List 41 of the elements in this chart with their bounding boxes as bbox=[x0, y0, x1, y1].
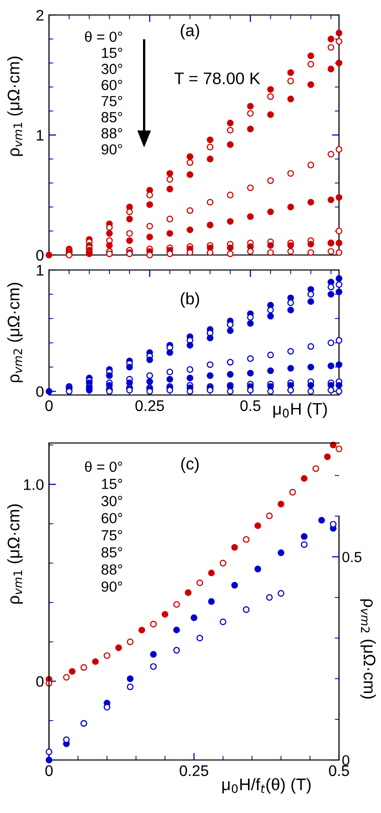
y-tick-label: 1.0 bbox=[24, 479, 44, 490]
y-tick-label: 2 bbox=[36, 10, 44, 21]
annotation: 30° bbox=[101, 496, 122, 506]
annotation: 85° bbox=[102, 547, 122, 558]
annotation: 60° bbox=[102, 80, 122, 90]
annotation: 88° bbox=[102, 564, 122, 575]
y-tick-label: 0 bbox=[36, 250, 44, 261]
annotation: 15° bbox=[102, 48, 122, 58]
x-tick-label: 0.5 bbox=[240, 400, 260, 412]
y-tick-label: 1 bbox=[36, 130, 44, 141]
annotation: 15° bbox=[102, 478, 122, 490]
annotation: 90° bbox=[102, 581, 122, 592]
y-tick-label: 0 bbox=[36, 386, 44, 398]
y-tick-label: 0 bbox=[36, 676, 44, 687]
x-tick-label: 0.5 bbox=[328, 765, 349, 776]
annotation: 85° bbox=[102, 112, 122, 122]
annotation: (c) bbox=[181, 457, 199, 473]
annotation: (b) bbox=[180, 292, 200, 308]
x-axis-title: μ$_{0}$H (T) bbox=[273, 402, 327, 418]
annotation: 75° bbox=[102, 96, 122, 106]
annotation: T = 78.00 K bbox=[174, 72, 260, 84]
annotation: θ = 0° bbox=[85, 31, 122, 42]
annotation: 90° bbox=[102, 144, 122, 155]
y-axis-title: ρ$_{vm2}$ (μΩ·cm) bbox=[7, 282, 23, 382]
y-axis-title: ρ$_{vm1}$ (μΩ·cm) bbox=[7, 56, 23, 156]
annotation: θ = 0° bbox=[85, 461, 122, 472]
x-axis-title: μ$_{0}$H/f$_{t}$(θ) (T) bbox=[222, 778, 311, 794]
y2-tick-label: 0 bbox=[342, 755, 350, 766]
annotation: (a) bbox=[180, 24, 200, 40]
annotation: 60° bbox=[102, 512, 122, 524]
y2-axis-title: ρ$_{vm2}$ (μΩ·cm) bbox=[360, 599, 376, 699]
annotation: 75° bbox=[102, 530, 122, 540]
x-tick-label: 0 bbox=[45, 765, 53, 776]
x-tick-label: 0.25 bbox=[135, 400, 164, 412]
y-tick-label: 1 bbox=[36, 265, 44, 276]
annotation: 30° bbox=[101, 64, 122, 74]
x-tick-label: 0.25 bbox=[180, 765, 208, 776]
x-tick-label: 0 bbox=[45, 400, 53, 412]
y2-tick-label: 0.5 bbox=[342, 552, 362, 562]
annotation: 88° bbox=[102, 128, 122, 138]
y-axis-title: ρ$_{vm1}$ (μΩ·cm) bbox=[7, 504, 23, 604]
